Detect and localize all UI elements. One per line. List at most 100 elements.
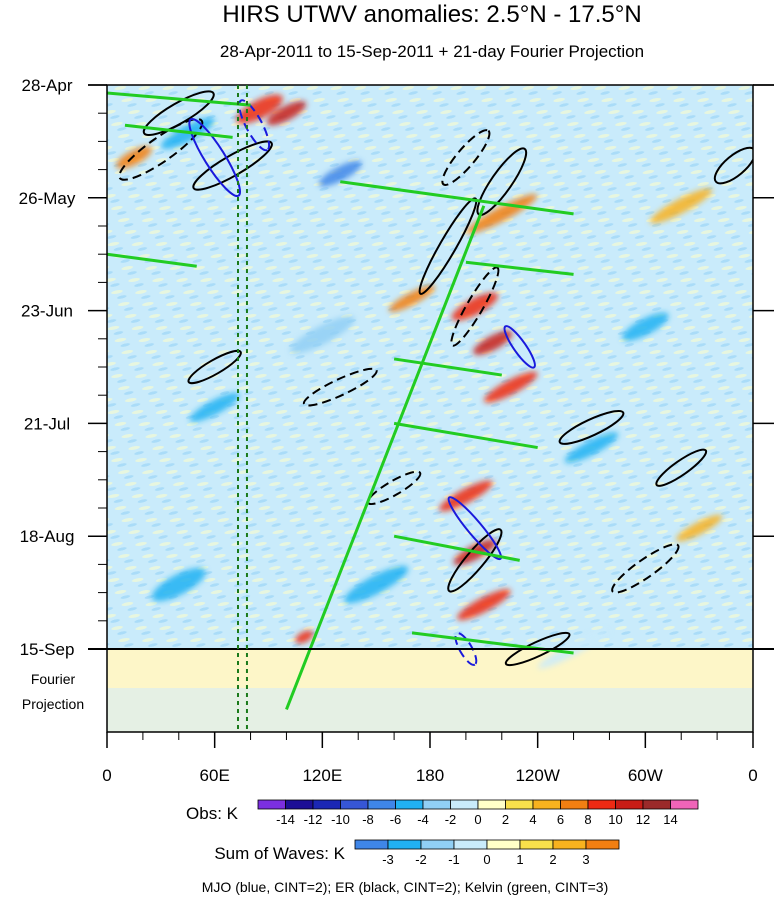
anomaly-blob [564,432,619,463]
obs-colorbar-tick: -14 [276,812,295,827]
er-contour [450,266,500,347]
y-tick-label: 18-Aug [20,527,75,546]
obs-colorbar-tick: -6 [390,812,402,827]
er-contour [713,146,753,185]
obs-colorbar-tick: 12 [636,812,650,827]
obs-colorbar-swatch [422,799,451,810]
obs-colorbar-swatch [285,799,314,810]
projection-blue-band [107,688,753,732]
kelvin-contour [393,357,502,377]
waves-colorbar: -3 -2 -1 0 1 2 3 [354,839,620,867]
plot-area [107,85,753,732]
anomaly-blob [466,194,538,234]
anomaly-blob [344,565,409,604]
y-tick-label: 21-Jul [24,414,70,433]
obs-colorbar-swatch [642,799,671,810]
y-tick-label: 28-Apr [21,76,72,95]
x-tick-label: 60E [200,766,230,785]
anomaly-blob [115,146,152,169]
mjo-contour [447,496,503,561]
anomaly-blob [439,480,493,512]
obs-colorbar-swatch [615,799,644,810]
anomaly-blob [650,188,713,224]
obs-colorbar-tick: -8 [362,812,374,827]
obs-colorbar-swatch [670,799,699,810]
obs-colorbar-swatch [560,799,589,810]
waves-colorbar-swatch [519,839,554,850]
obs-colorbar-tick: -12 [304,812,323,827]
er-contour [476,147,528,216]
projection-label-line1: Fourier [31,671,76,687]
obs-colorbar-tick: 4 [529,812,536,827]
anomaly-blob [236,94,283,124]
obs-colorbar-tick: 0 [474,812,481,827]
er-contour [187,349,242,385]
kelvin-contour [107,252,197,268]
er-contour [418,197,478,295]
waves-colorbar-swatch [585,839,620,850]
waves-colorbar-tick: -2 [415,852,427,867]
er-contour [447,528,503,593]
obs-colorbar-tick: -2 [445,812,457,827]
obs-colorbar-tick: 8 [584,812,591,827]
y-tick-label: 23-Jun [21,302,73,321]
anomaly-blob [457,589,511,621]
er-contour [118,118,204,181]
y-tick-label: 26-May [19,189,76,208]
obs-colorbar-swatch [450,799,479,810]
obs-colorbar-tick: -10 [331,812,350,827]
er-contour [441,129,491,186]
wave-contours [107,90,753,710]
waves-colorbar-tick: 2 [549,852,556,867]
waves-colorbar-swatch [453,839,488,850]
y-tick-label: 15-Sep [20,640,75,659]
x-tick-label: 120W [515,766,559,785]
obs-colorbar-tick: 10 [608,812,622,827]
anomaly-blob [451,292,499,321]
mjo-contour [454,632,478,666]
x-tick-label: 60W [628,766,663,785]
er-contour [504,631,571,667]
reference-lines [236,85,248,732]
mjo-contour [238,99,271,152]
kelvin-contour [465,260,574,276]
er-contour [558,409,625,445]
x-tick-label: 120E [302,766,342,785]
anomaly-blob [484,371,538,403]
anomaly-blob [151,567,206,602]
x-tick-label: 0 [748,766,757,785]
waves-colorbar-swatch [552,839,587,850]
obs-colorbar-tick: 2 [502,812,509,827]
waves-colorbar-swatch [420,839,455,850]
obs-colorbar-swatch [395,799,424,810]
anomaly-blob [266,101,307,126]
kelvin-contour [393,421,538,450]
waves-colorbar-tick: 1 [516,852,523,867]
er-contour [302,367,378,407]
contour-legend-text: MJO (blue, CINT=2); ER (black, CINT=2); … [202,879,609,895]
x-tick-label: 0 [102,766,111,785]
obs-colorbar-label: Obs: K [186,804,239,823]
waves-colorbar-swatch [486,839,521,850]
kelvin-contour [107,91,251,107]
anomaly-blob [290,316,355,354]
y-axis: 28-Apr 26-May 23-Jun 21-Jul 18-Aug 15-Sep [19,76,774,659]
waves-colorbar-tick: 3 [582,852,589,867]
obs-colorbar-swatch [505,799,534,810]
obs-colorbar-swatch [340,799,369,810]
anomaly-blob [676,514,723,542]
obs-field-texture [107,85,753,649]
projection-label-line2: Projection [22,696,84,712]
waves-colorbar-tick: -3 [382,852,394,867]
waves-colorbar-swatch [387,839,422,850]
anomaly-blobs [115,94,723,669]
anomaly-blob [473,330,513,355]
chart-title: HIRS UTWV anomalies: 2.5°N - 17.5°N [222,1,641,28]
x-tick-label: 180 [416,766,444,785]
chart-subtitle: 28-Apr-2011 to 15-Sep-2011 + 21-day Four… [220,42,644,61]
obs-colorbar-tick: 6 [557,812,564,827]
waves-colorbar-label: Sum of Waves: K [214,844,345,863]
obs-colorbar-tick: 14 [663,812,677,827]
kelvin-contour [285,205,486,710]
